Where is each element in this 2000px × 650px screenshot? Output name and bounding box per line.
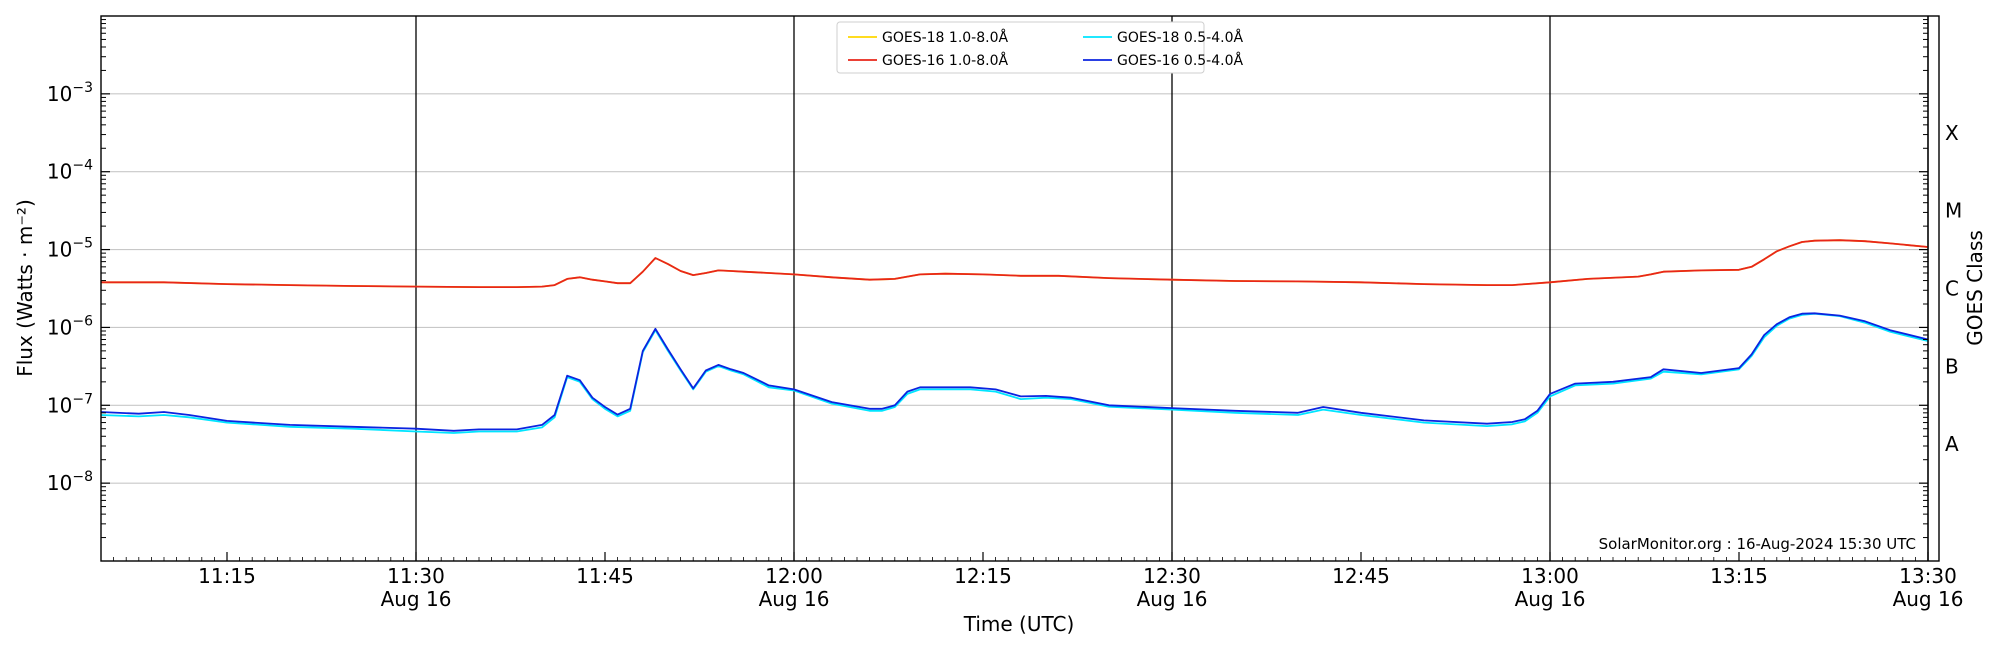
- legend-entries: GOES-18 1.0-8.0Å GOES-16 1.0-8.0Å GOES-18 …: [848, 29, 1243, 69]
- series-line: [101, 239, 1929, 289]
- x-tick-date-label: Aug 16: [1893, 587, 1964, 611]
- y-axis-title: Flux (Watts · m⁻²): [13, 199, 37, 377]
- goes-class-label: B: [1945, 354, 1959, 378]
- legend-label: GOES-16 0.5-4.0Å: [1117, 52, 1243, 69]
- y-tick-label: 10−6: [47, 313, 93, 339]
- y-tick-label: 10−4: [47, 158, 93, 184]
- y-tick-label: 10−8: [47, 469, 93, 495]
- x-tick-label: 11:45: [576, 564, 634, 588]
- vertical-time-lines: [415, 16, 1929, 561]
- tick-layer: [100, 19, 1929, 561]
- series-line: [100, 312, 1929, 432]
- plot-frame: [100, 15, 1940, 562]
- x-tick-label: 13:00: [1521, 564, 1579, 588]
- goes-class-label: M: [1945, 199, 1962, 223]
- goes-class-axis-title: GOES Class: [1963, 230, 1987, 346]
- x-tick-label: 13:30: [1899, 564, 1957, 588]
- goes-class-label: X: [1945, 121, 1959, 145]
- series-layer: [100, 239, 1929, 434]
- legend-label: GOES-18 1.0-8.0Å: [882, 29, 1008, 46]
- legend-label: GOES-18 0.5-4.0Å: [1117, 29, 1243, 46]
- x-tick-label: 11:30: [387, 564, 445, 588]
- x-tick-date-label: Aug 16: [1137, 587, 1208, 611]
- series-line: [100, 312, 1929, 434]
- x-tick-label: 13:15: [1710, 564, 1768, 588]
- x-tick-date-label: Aug 16: [759, 587, 830, 611]
- x-tick-date-label: Aug 16: [1515, 587, 1586, 611]
- y-tick-label: 10−5: [47, 236, 93, 262]
- y-tick-label: 10−3: [47, 80, 93, 106]
- x-tick-label: 12:00: [765, 564, 823, 588]
- grid-layer: [101, 93, 1928, 484]
- x-tick-label: 11:15: [198, 564, 256, 588]
- legend-box: [836, 21, 1205, 74]
- legend: GOES-18 1.0-8.0Å GOES-16 1.0-8.0Å GOES-18 …: [836, 21, 1243, 74]
- x-axis-title: Time (UTC): [963, 612, 1075, 636]
- y-tick-label: 10−7: [47, 391, 93, 417]
- goes-class-label: A: [1945, 432, 1959, 456]
- x-tick-label: 12:15: [954, 564, 1012, 588]
- goes-class-label: C: [1945, 277, 1959, 301]
- x-tick-label: 12:45: [1332, 564, 1390, 588]
- series-line: [101, 239, 1929, 289]
- credit-text: SolarMonitor.org : 16-Aug-2024 15:30 UTC: [1599, 535, 1916, 553]
- x-tick-label: 12:30: [1143, 564, 1201, 588]
- legend-label: GOES-16 1.0-8.0Å: [882, 52, 1008, 69]
- x-tick-date-label: Aug 16: [381, 587, 452, 611]
